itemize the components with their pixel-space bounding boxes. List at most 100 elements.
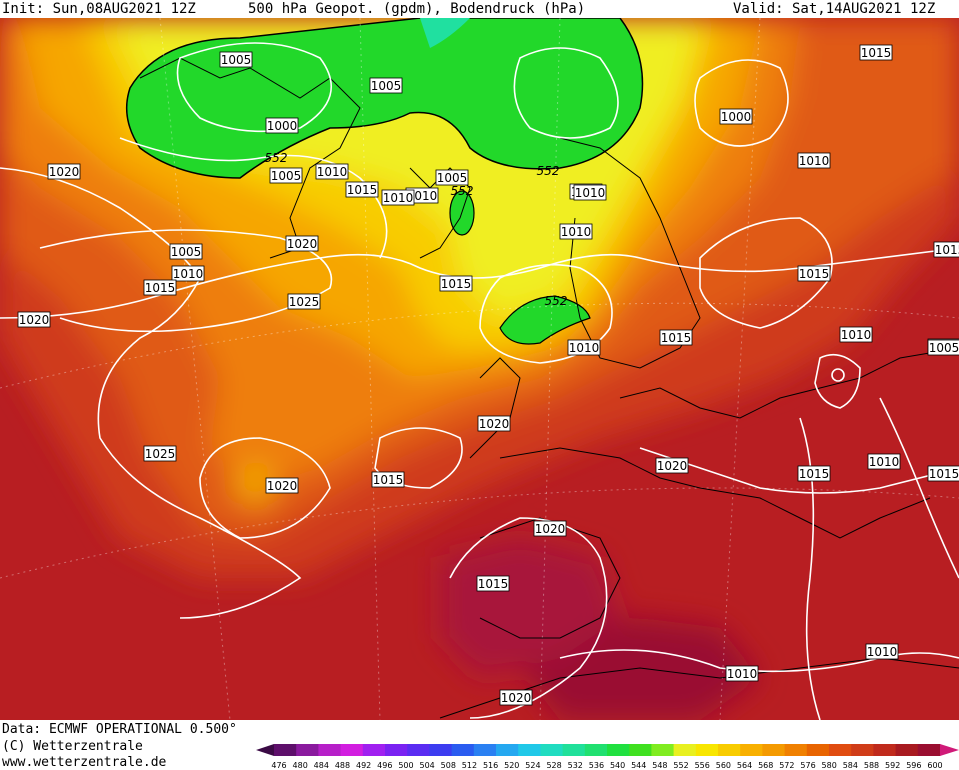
- isobar-label-box: [435, 169, 469, 186]
- isobar-label: 1005: [437, 171, 468, 185]
- isobar-label: 1010: [561, 225, 592, 239]
- isobar-label-box: [315, 163, 349, 180]
- colorbar-cell: [829, 744, 852, 756]
- colorbar-tick-label: 476: [271, 761, 286, 770]
- colorbar-cell: [562, 744, 586, 756]
- header-bar: Init: Sun,08AUG2021 12Z 500 hPa Geopot. …: [0, 0, 959, 18]
- isobar-label-box: [573, 184, 607, 201]
- isobar-label-box: [867, 453, 901, 470]
- colorbar-arrow-right: [940, 744, 959, 756]
- isobar-label: 1015: [661, 331, 692, 345]
- colorbar-cell: [385, 744, 408, 756]
- isobar-label-box: [476, 575, 510, 592]
- colorbar-cell: [296, 744, 319, 756]
- colorbar-cell: [806, 744, 830, 756]
- colorbar-tick-label: 492: [356, 761, 371, 770]
- colorbar-tick-label: 516: [483, 761, 498, 770]
- isobar-label: 1010: [569, 341, 600, 355]
- isobar-label: 1015: [347, 183, 378, 197]
- colorbar-cell: [740, 744, 763, 756]
- geopot-552-region-north: [125, 18, 644, 179]
- colorbar-cell: [340, 744, 364, 756]
- colorbar-tick-label: 528: [546, 761, 561, 770]
- isobar-label: 1015: [145, 281, 176, 295]
- isobar-label-box: [933, 241, 959, 258]
- colorbar-tick-label: 512: [462, 761, 477, 770]
- isobar-label-box: [927, 465, 959, 482]
- isobar-label: 1015: [478, 577, 509, 591]
- geopot-labels: 552 552 552 552: [265, 151, 568, 308]
- colorbar-tick-label: 508: [441, 761, 456, 770]
- isobar-label-box: [369, 77, 403, 94]
- isobar-label: 1005: [271, 169, 302, 183]
- colorbar-cell: [362, 744, 386, 756]
- colorbar-cell: [695, 744, 719, 756]
- colorbar-tick-label: 592: [885, 761, 900, 770]
- isobar-label: 1015: [861, 46, 892, 60]
- isobar-label: 1020: [535, 522, 566, 536]
- copyright: (C) Wetterzentrale: [2, 739, 143, 754]
- colorbar-tick-label: 580: [822, 761, 837, 770]
- isobar-label-box: [477, 415, 511, 432]
- colorbar-tick-label: 564: [737, 761, 752, 770]
- colorbar-cell: [718, 744, 741, 756]
- valid-time: Valid: Sat,14AUG2021 12Z: [733, 1, 936, 17]
- colorbar-tick-label: 488: [335, 761, 350, 770]
- colorbar-cell: [429, 744, 453, 756]
- isobar-label-box: [143, 445, 177, 462]
- colorbar-tick-label: 524: [525, 761, 540, 770]
- isobar-label: 1020: [267, 479, 298, 493]
- isobar-label-box: [345, 181, 379, 198]
- isobar-label-box: [499, 689, 533, 706]
- geopot-label: 552: [265, 151, 288, 165]
- isobar-label: 1015: [935, 243, 959, 257]
- isobar-label-box: [719, 108, 753, 125]
- isobar-label-box: [171, 265, 205, 282]
- isobar-label-box: [567, 339, 601, 356]
- isobar-label-box: [265, 477, 299, 494]
- colorbar-tick-label: 560: [716, 761, 731, 770]
- website-link[interactable]: www.wetterzentrale.de: [2, 755, 167, 770]
- isobar-label-box: [439, 275, 473, 292]
- colorbar-cell: [784, 744, 808, 756]
- isobar-label: 1020: [19, 313, 50, 327]
- colorbar-cell: [651, 744, 675, 756]
- colorbar-tick-label: 548: [652, 761, 667, 770]
- isobar-label: 1010: [799, 154, 830, 168]
- colorbar-cell: [895, 744, 919, 756]
- isobar-label: 1020: [501, 691, 532, 705]
- isobars: [0, 42, 959, 720]
- isobar-label-box: [797, 152, 831, 169]
- data-source: Data: ECMWF OPERATIONAL 0.500°: [2, 722, 237, 737]
- isobar-label: 1020: [49, 165, 80, 179]
- colorbar-cell: [540, 744, 564, 756]
- isobar-label: 1015: [799, 467, 830, 481]
- geopot-552-region-south: [499, 295, 591, 345]
- geopot-536-patch: [420, 18, 470, 48]
- isobar-label-box: [859, 44, 893, 61]
- geopot-label: 552: [545, 294, 568, 308]
- colorbar-cell: [274, 744, 297, 756]
- isobar-label: 1025: [289, 295, 320, 309]
- graticule: [0, 18, 959, 720]
- isobar-label: 1025: [145, 447, 176, 461]
- isobar-label-box: [265, 117, 299, 134]
- isobar-label: 1010: [869, 455, 900, 469]
- isobar-label-box: [287, 293, 321, 310]
- isobar-label: 1015: [929, 467, 959, 481]
- isobar-label: 1000: [267, 119, 298, 133]
- colorbar-tick-label: 504: [419, 761, 434, 770]
- isobar-label-box: [219, 51, 253, 68]
- isobar-label-box: [725, 665, 759, 682]
- isobar-label: 1010: [867, 645, 898, 659]
- colorbar-tick-label: 544: [631, 761, 646, 770]
- colorbar-tick-label: 600: [927, 761, 942, 770]
- isobar-label-box: [381, 189, 415, 206]
- colorbar-cell: [407, 744, 430, 756]
- colorbar-tick-label: 496: [377, 761, 392, 770]
- colorbar-cell: [607, 744, 630, 756]
- colorbar-cell: [762, 744, 786, 756]
- isobar-label-box: [269, 167, 303, 184]
- isobar-label: 1020: [479, 417, 510, 431]
